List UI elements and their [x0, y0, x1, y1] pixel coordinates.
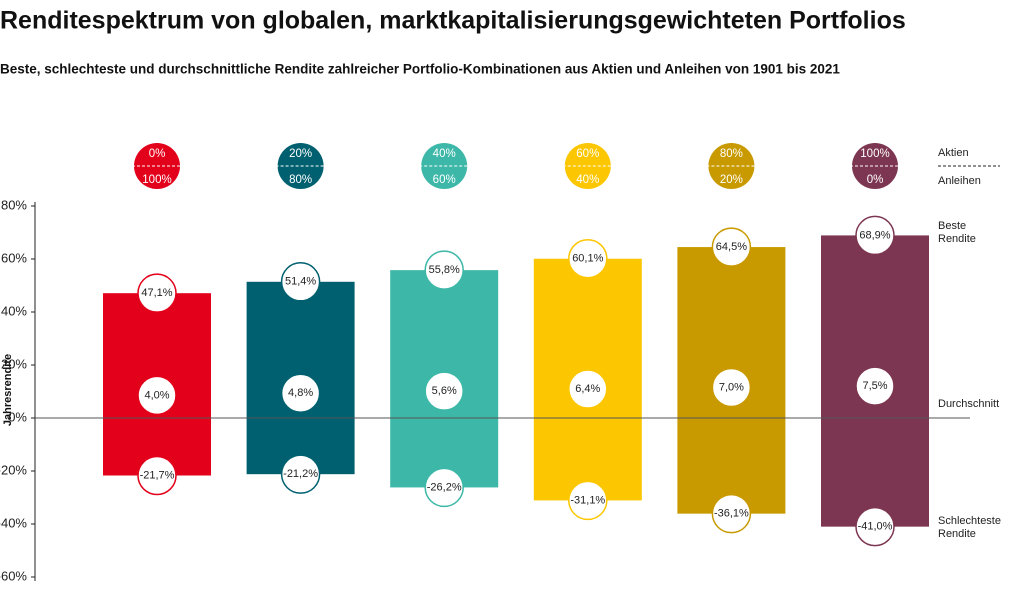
value-label: 5,6%: [432, 385, 457, 397]
bond-share: 60%: [433, 174, 456, 186]
bond-share: 0%: [867, 174, 884, 186]
value-badge: [711, 367, 752, 408]
y-tick-label: -20%: [0, 462, 27, 477]
series-label: Beste Rendite: [938, 220, 976, 245]
bond-share: 40%: [576, 174, 599, 186]
stock-share: 100%: [860, 148, 889, 160]
bond-share: 80%: [289, 174, 312, 186]
value-badge: [855, 506, 895, 547]
value-badge: [855, 215, 895, 256]
bond-share: 20%: [720, 174, 743, 186]
value-badge: [137, 375, 177, 416]
value-badge: [424, 250, 464, 290]
value-label: 64,5%: [716, 241, 747, 253]
legend-bonds: Anleihen: [938, 175, 981, 187]
value-badge: [711, 493, 752, 534]
chart-subtitle: Beste, schlechteste und durchschnittlich…: [0, 62, 840, 77]
y-tick-label: 40%: [1, 303, 27, 318]
value-badge: [568, 238, 608, 279]
value-label: 47,1%: [141, 287, 172, 299]
y-axis-label: Jahresrendite: [2, 354, 14, 426]
value-label: 4,8%: [288, 387, 313, 399]
stock-share: 40%: [433, 148, 456, 160]
value-label: 4,0%: [144, 389, 169, 401]
stock-share: 0%: [149, 148, 166, 160]
value-badge: [137, 273, 177, 313]
value-label: -21,2%: [283, 468, 318, 480]
chart-title: Renditespektrum von globalen, marktkapit…: [0, 7, 906, 35]
value-badge: [424, 467, 464, 508]
value-badge: [568, 369, 608, 409]
value-label: -36,1%: [714, 508, 749, 520]
value-label: -31,1%: [570, 494, 605, 506]
bond-share: 100%: [142, 174, 171, 186]
value-label: 60,1%: [572, 253, 603, 265]
y-tick-label: 80%: [1, 197, 27, 212]
y-tick-label: 0%: [8, 409, 27, 424]
value-badge: [280, 454, 321, 494]
y-tick-label: -60%: [0, 568, 27, 583]
value-badge: [711, 227, 752, 267]
value-label: 6,4%: [575, 383, 600, 395]
value-badge: [280, 262, 321, 302]
series-label: Durchschnitt: [938, 398, 1000, 410]
stock-share: 80%: [720, 148, 743, 160]
y-tick-label: 20%: [1, 356, 27, 371]
series-label: Schlechteste Rendite: [938, 515, 1001, 540]
value-label: 7,5%: [862, 380, 887, 392]
value-label: 68,9%: [859, 229, 890, 241]
stock-share: 20%: [289, 148, 312, 160]
value-badge: [424, 371, 464, 411]
y-tick-label: -40%: [0, 515, 27, 530]
value-badge: [280, 373, 321, 414]
stock-share: 60%: [576, 148, 599, 160]
value-label: -41,0%: [858, 521, 893, 533]
value-label: 51,4%: [285, 276, 316, 288]
value-badge: [137, 455, 177, 496]
y-tick-label: 60%: [1, 250, 27, 265]
value-label: 55,8%: [429, 264, 460, 276]
value-label: -21,7%: [140, 469, 175, 481]
value-label: -26,2%: [427, 481, 462, 493]
value-badge: [855, 366, 895, 406]
legend-stocks: Aktien: [938, 147, 969, 159]
value-label: 7,0%: [719, 381, 744, 393]
value-badge: [568, 480, 608, 521]
